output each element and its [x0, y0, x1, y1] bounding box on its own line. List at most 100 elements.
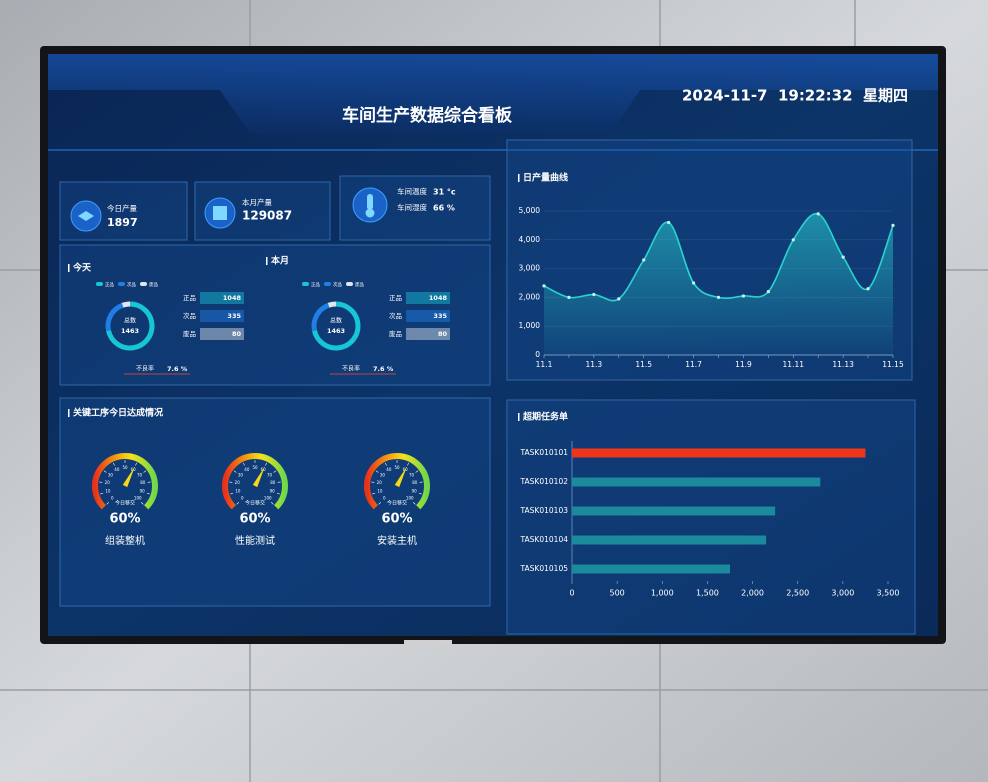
gauge-tick [413, 502, 416, 505]
donut-segment [106, 301, 155, 351]
y-tick-label: TASK010104 [520, 535, 569, 544]
gauge-tick [271, 502, 274, 505]
list-label: 废品 [389, 329, 402, 338]
gauge-tick-label: 0 [383, 496, 386, 501]
rate-label: 不良率 [342, 365, 360, 373]
gauge-tick-label: 90 [412, 489, 418, 494]
gauge-tick-label: 90 [270, 489, 276, 494]
line-point [841, 255, 845, 259]
x-tick-label: 11.9 [735, 360, 752, 369]
legend-swatch [302, 282, 309, 286]
kpi-icon-glyph [213, 206, 227, 220]
gauge-name: 组装整机 [105, 534, 145, 547]
env-value: 31 °c [433, 188, 456, 197]
gauge-tick-label: 0 [241, 496, 244, 501]
gauge-tick-label: 100 [134, 496, 142, 501]
y-tick-label: 3,000 [519, 264, 541, 273]
gauge-tick [378, 502, 381, 505]
gauge-tick [146, 492, 150, 495]
gauge-tick-label: 0 [111, 496, 114, 501]
list-box [406, 328, 450, 340]
thermo-glyph [365, 208, 375, 218]
gauge-tick [103, 470, 107, 473]
gauge-tick [100, 492, 104, 495]
legend-swatch [140, 282, 147, 286]
line-point [741, 294, 746, 298]
gauge-tick-label: 100 [264, 496, 272, 501]
gauge-tick-label: 20 [377, 480, 383, 485]
line-point [766, 290, 770, 294]
gauge-tick-label: 80 [140, 480, 146, 485]
kpi-label: 今日产量 [107, 203, 137, 213]
x-tick-label: 3,000 [831, 589, 854, 598]
line-point [891, 223, 895, 227]
gauge-tick [276, 492, 280, 495]
x-tick-label: 500 [610, 589, 625, 598]
x-tick-label: 1,500 [696, 589, 719, 598]
gauge-tick [415, 470, 419, 473]
gauge-tick-label: 30 [108, 472, 114, 477]
gauge-tick [418, 492, 422, 495]
list-value: 1048 [429, 294, 448, 302]
bar [572, 506, 776, 516]
gauge-tick-label: 50 [122, 465, 128, 470]
kpi-label: 本月产量 [242, 197, 272, 207]
legend-label: 次品 [333, 281, 342, 288]
x-tick-label: 11.15 [882, 360, 904, 369]
gauge-tick-label: 30 [238, 472, 244, 477]
legend-swatch [118, 282, 125, 286]
panel [59, 244, 491, 386]
legend-label: 正品 [311, 282, 320, 288]
gauge-tick [143, 470, 147, 473]
gauge-tick [265, 462, 268, 466]
y-tick-label: 2,000 [519, 292, 541, 301]
x-tick-label: 1,000 [651, 589, 674, 598]
panel-title: 超期任务单 [522, 411, 568, 423]
gauge-name: 性能测试 [235, 534, 275, 547]
center-label: 总数 [124, 317, 136, 325]
line-point [791, 238, 795, 242]
legend-swatch [324, 282, 331, 286]
line-area [544, 213, 893, 355]
line-point [716, 295, 721, 299]
y-tick-label: TASK010102 [520, 477, 569, 486]
list-value: 335 [227, 312, 241, 320]
legend-swatch [96, 282, 103, 286]
donut-segment [311, 302, 330, 332]
gauge-tick-label: 100 [406, 496, 414, 501]
bar [572, 535, 767, 545]
gauge-center-label: 今日移交 [387, 500, 407, 507]
panel [506, 399, 916, 635]
gauge-tick-label: 10 [105, 489, 111, 494]
center-total: 1463 [121, 327, 139, 335]
list-label: 次品 [389, 311, 402, 320]
panel-title: 今天 [72, 262, 92, 274]
center-total: 1463 [327, 327, 345, 335]
gauge-tick-label: 10 [235, 489, 241, 494]
gauge-tick-label: 40 [114, 467, 120, 472]
gauge-tick-label: 70 [409, 472, 415, 477]
x-tick-label: 11.5 [635, 360, 652, 369]
gauge-tick [141, 502, 144, 505]
list-box [406, 292, 450, 304]
legend-label: 废品 [149, 281, 158, 288]
line-point [667, 220, 671, 225]
list-box [406, 310, 450, 322]
gauge-needle [252, 466, 265, 488]
list-box [200, 292, 244, 304]
env-value: 66 % [433, 204, 455, 213]
line-point [866, 287, 870, 291]
y-tick-label: TASK010101 [520, 448, 569, 457]
gauge-tick-label: 90 [140, 489, 146, 494]
line-point [542, 284, 546, 288]
gauge-tick-label: 70 [267, 472, 273, 477]
list-box [200, 328, 244, 340]
list-label: 次品 [183, 311, 196, 320]
list-label: 正品 [183, 294, 196, 302]
gauge-value: 60% [109, 512, 140, 527]
thermo-glyph [367, 194, 373, 210]
panel-title: 本月 [271, 255, 289, 267]
legend-label: 废品 [355, 281, 364, 288]
gauge-tick-label: 70 [137, 472, 143, 477]
